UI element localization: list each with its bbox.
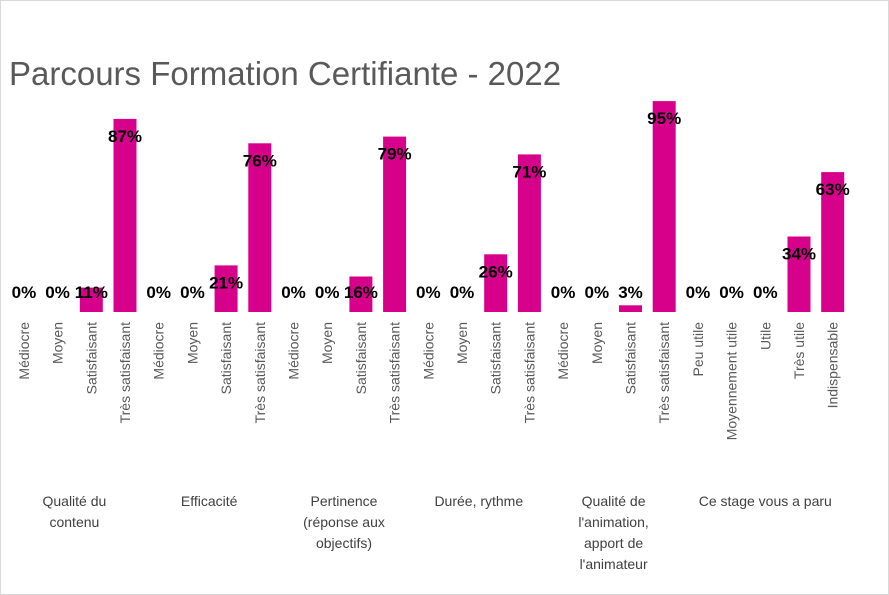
data-label: 0%: [315, 283, 340, 302]
category-tick-label: Satisfaisant: [623, 322, 639, 394]
data-label: 0%: [12, 283, 37, 302]
group-label: Efficacité: [181, 493, 238, 509]
data-label: 71%: [512, 162, 546, 181]
bar: [484, 254, 508, 312]
category-tick-label: Satisfaisant: [218, 322, 234, 394]
category-tick-label: Médiocre: [555, 322, 571, 380]
bar: [619, 305, 642, 312]
group-label: Durée, rythme: [434, 493, 523, 509]
data-label: 0%: [585, 283, 610, 302]
data-label: 21%: [209, 273, 243, 292]
data-label: 26%: [479, 262, 513, 281]
data-label: 63%: [816, 180, 850, 199]
data-label: 95%: [647, 109, 681, 128]
category-tick-label: Moyen: [319, 322, 335, 364]
chart-title: Parcours Formation Certifiante - 2022: [9, 55, 562, 92]
category-tick-label: Très satisfaisant: [521, 322, 537, 424]
category-tick-label: Très satisfaisant: [252, 322, 268, 424]
category-tick-label: Satisfaisant: [488, 322, 504, 394]
bar: [349, 276, 373, 312]
data-label: 0%: [450, 283, 475, 302]
data-label: 0%: [686, 283, 711, 302]
category-tick-label: Médiocre: [16, 322, 32, 380]
data-label: 79%: [378, 145, 412, 164]
category-tick-label: Médiocre: [286, 322, 302, 380]
data-label: 0%: [416, 283, 441, 302]
bar: [787, 236, 811, 312]
data-label: 11%: [75, 283, 108, 302]
category-tick-label: Très satisfaisant: [117, 322, 133, 424]
bar: [383, 136, 407, 312]
data-label: 0%: [753, 283, 778, 302]
category-tick-label: Utile: [757, 322, 773, 350]
category-tick-label: Médiocre: [151, 322, 167, 380]
data-label: 0%: [180, 283, 205, 302]
bar: [652, 101, 676, 312]
data-label: 0%: [45, 283, 70, 302]
category-tick-label: Très utile: [791, 322, 807, 379]
category-tick-label: Moyen: [454, 322, 470, 364]
group-label: Qualité de l'animation, apport de l'animate…: [578, 493, 648, 572]
category-tick-label: Médiocre: [420, 322, 436, 380]
bar: [248, 143, 272, 312]
category-tick-label: Satisfaisant: [353, 322, 369, 394]
category-tick-label: Indispensable: [825, 322, 841, 409]
group-label: Ce stage vous a paru: [699, 493, 832, 509]
bar: [79, 287, 103, 312]
group-label: Pertinence (réponse aux objectifs): [303, 493, 385, 551]
data-label: 87%: [108, 127, 142, 146]
bar: [113, 118, 137, 313]
data-label: 0%: [551, 283, 576, 302]
category-tick-label: Satisfaisant: [83, 322, 99, 394]
category-tick-label: Moyen: [589, 322, 605, 364]
data-label: 0%: [146, 283, 171, 302]
group-label: Qualité du contenu: [42, 493, 106, 530]
data-label: 0%: [281, 283, 306, 302]
data-label: 34%: [782, 245, 816, 264]
data-label: 3%: [618, 283, 643, 302]
data-label: 0%: [719, 283, 744, 302]
category-tick-label: Moyen: [50, 322, 66, 364]
bar: [517, 154, 541, 312]
category-tick-label: Moyennement utile: [724, 322, 740, 441]
category-tick-label: Très satisfaisant: [387, 322, 403, 424]
bar: [214, 265, 238, 312]
bar: [821, 172, 845, 312]
category-tick-label: Peu utile: [690, 322, 706, 377]
category-tick-label: Très satisfaisant: [656, 322, 672, 424]
data-label: 16%: [344, 283, 378, 302]
data-label: 76%: [243, 151, 277, 170]
category-tick-label: Moyen: [184, 322, 200, 364]
